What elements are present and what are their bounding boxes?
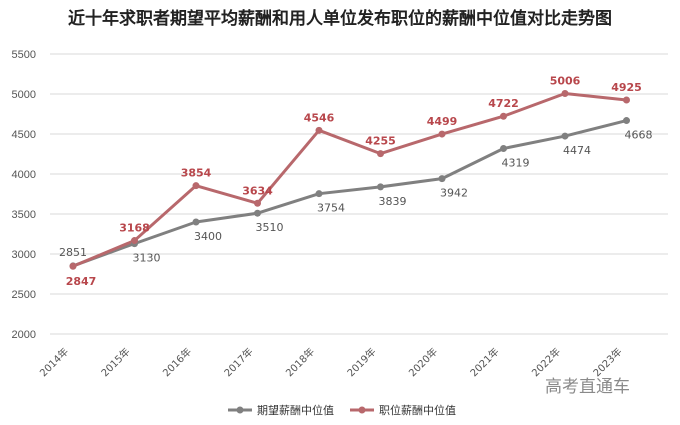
- x-tick-label: 2014年: [37, 345, 71, 379]
- series-line-1: [71, 119, 628, 268]
- data-label: 3510: [256, 221, 284, 234]
- y-tick-label: 3500: [12, 209, 36, 221]
- data-label: 3634: [242, 184, 273, 197]
- data-label: 4319: [502, 156, 530, 169]
- y-axis: 2000 2500 3000 3500 4000 4500 5000 5500: [12, 49, 36, 341]
- data-point: [623, 117, 630, 125]
- data-point: [377, 150, 384, 158]
- y-tick-label: 2500: [12, 289, 36, 301]
- data-point: [254, 199, 261, 207]
- data-label: 4499: [427, 115, 458, 128]
- data-point: [192, 218, 200, 226]
- legend-swatch-marker: [236, 406, 244, 414]
- data-label: 2847: [66, 275, 97, 288]
- data-label: 4546: [304, 111, 335, 124]
- data-point: [438, 130, 446, 138]
- y-tick-label: 5000: [12, 89, 36, 101]
- data-label: 3168: [119, 222, 150, 235]
- data-label: 4474: [563, 144, 591, 157]
- data-label: 5006: [550, 75, 581, 88]
- data-label: 4668: [625, 129, 653, 142]
- legend-label: 职位薪酬中位值: [379, 403, 456, 417]
- x-tick-label: 2016年: [160, 345, 194, 379]
- data-label: 3400: [194, 230, 222, 243]
- data-label: 3942: [440, 187, 468, 200]
- data-point: [561, 132, 569, 140]
- legend-swatch-marker: [358, 406, 366, 414]
- data-label: 3839: [379, 195, 407, 208]
- watermark-text: 高考直通车: [545, 377, 630, 397]
- x-tick-label: 2023年: [590, 345, 624, 379]
- x-axis: 2014年 2015年 2016年 2017年 2018年 2019年 2020年 2021年…: [37, 345, 625, 379]
- x-tick-label: 2015年: [98, 345, 132, 379]
- series-line-2: [71, 92, 628, 268]
- y-tick-label: 5500: [12, 49, 36, 61]
- data-point: [561, 90, 569, 98]
- data-point: [315, 126, 323, 134]
- data-point: [69, 262, 77, 270]
- x-tick-label: 2021年: [467, 345, 501, 379]
- y-tick-label: 4500: [12, 129, 36, 141]
- data-label: 2851: [59, 246, 87, 259]
- series-group: [69, 90, 630, 270]
- data-point: [438, 175, 446, 183]
- data-point: [623, 96, 630, 104]
- y-tick-label: 2000: [12, 329, 36, 341]
- legend-label: 期望薪酬中位值: [257, 403, 334, 417]
- x-tick-label: 2022年: [529, 345, 563, 379]
- data-point: [500, 112, 507, 120]
- gridlines: [50, 53, 668, 335]
- data-label: 4925: [611, 81, 642, 94]
- chart-title: 近十年求职者期望平均薪酬和用人单位发布职位的薪酬中位值对比走势图: [68, 8, 612, 29]
- legend: 期望薪酬中位值 职位薪酬中位值: [228, 403, 456, 417]
- x-tick-label: 2018年: [283, 345, 317, 379]
- data-label: 3754: [317, 202, 345, 215]
- y-tick-label: 3000: [12, 249, 36, 261]
- data-label: 3130: [133, 252, 161, 265]
- y-tick-label: 4000: [12, 169, 36, 181]
- data-label: 4255: [365, 135, 396, 148]
- x-tick-label: 2017年: [221, 345, 255, 379]
- data-label: 3854: [181, 167, 212, 180]
- data-point: [377, 183, 384, 191]
- x-tick-label: 2019年: [344, 345, 378, 379]
- data-labels: 2851 3130 3400 3510 3754 3839 3942 4319 4474 4668…: [59, 75, 653, 289]
- data-point: [500, 144, 507, 152]
- data-point: [131, 237, 138, 245]
- x-tick-label: 2020年: [406, 345, 440, 379]
- data-label: 4722: [488, 97, 519, 110]
- data-point: [315, 190, 323, 198]
- data-point: [254, 209, 261, 217]
- data-point: [192, 182, 200, 190]
